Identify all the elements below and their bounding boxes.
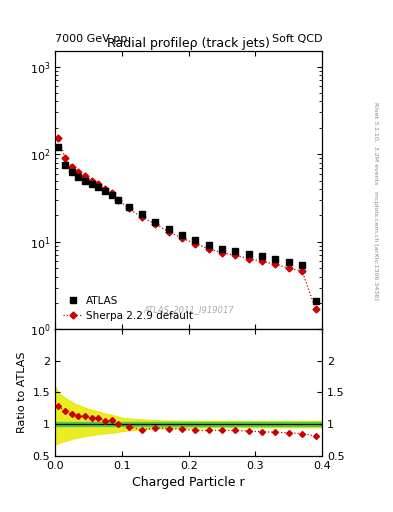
ATLAS xyxy=(69,169,74,176)
ATLAS xyxy=(83,178,88,184)
Sherpa 2.2.9 default xyxy=(273,262,278,268)
Sherpa 2.2.9 default xyxy=(220,249,224,255)
ATLAS xyxy=(260,253,264,260)
ATLAS xyxy=(313,298,318,304)
ATLAS xyxy=(109,192,114,198)
Sherpa 2.2.9 default xyxy=(286,265,291,271)
Sherpa 2.2.9 default xyxy=(96,181,101,187)
ATLAS xyxy=(96,184,101,190)
Sherpa 2.2.9 default xyxy=(233,252,238,259)
Sherpa 2.2.9 default xyxy=(109,190,114,196)
Sherpa 2.2.9 default xyxy=(313,306,318,312)
ATLAS xyxy=(126,204,131,210)
Text: mcplots.cern.ch [arXiv:1306.3436]: mcplots.cern.ch [arXiv:1306.3436] xyxy=(373,191,378,300)
Sherpa 2.2.9 default xyxy=(90,178,94,184)
ATLAS xyxy=(273,256,278,262)
Text: ATLAS_2011_I919017: ATLAS_2011_I919017 xyxy=(143,305,234,314)
Sherpa 2.2.9 default xyxy=(116,197,121,203)
Sherpa 2.2.9 default xyxy=(76,169,81,176)
Sherpa 2.2.9 default xyxy=(206,246,211,252)
ATLAS xyxy=(63,162,68,168)
ATLAS xyxy=(180,232,184,238)
Sherpa 2.2.9 default xyxy=(69,164,74,170)
ATLAS xyxy=(246,251,251,258)
Sherpa 2.2.9 default xyxy=(140,214,144,220)
ATLAS xyxy=(56,144,61,151)
ATLAS xyxy=(103,188,108,194)
Text: Soft QCD: Soft QCD xyxy=(272,33,322,44)
Sherpa 2.2.9 default xyxy=(153,221,158,227)
Sherpa 2.2.9 default xyxy=(246,255,251,262)
Legend: ATLAS, Sherpa 2.2.9 default: ATLAS, Sherpa 2.2.9 default xyxy=(60,293,196,324)
Sherpa 2.2.9 default xyxy=(56,135,61,141)
ATLAS xyxy=(233,248,238,254)
ATLAS xyxy=(116,197,121,203)
Title: Radial profileρ (track jets): Radial profileρ (track jets) xyxy=(107,37,270,50)
ATLAS xyxy=(193,237,198,243)
ATLAS xyxy=(140,210,144,217)
Line: ATLAS: ATLAS xyxy=(55,144,319,305)
Sherpa 2.2.9 default xyxy=(166,229,171,235)
ATLAS xyxy=(300,262,305,268)
Sherpa 2.2.9 default xyxy=(126,205,131,211)
Sherpa 2.2.9 default xyxy=(83,173,88,179)
ATLAS xyxy=(90,181,94,187)
Line: Sherpa 2.2.9 default: Sherpa 2.2.9 default xyxy=(56,135,318,311)
ATLAS xyxy=(166,226,171,232)
Sherpa 2.2.9 default xyxy=(300,268,305,274)
Sherpa 2.2.9 default xyxy=(103,186,108,192)
ATLAS xyxy=(76,174,81,180)
ATLAS xyxy=(286,260,291,266)
ATLAS xyxy=(153,219,158,225)
Text: Rivet 3.1.10,  3.2M events: Rivet 3.1.10, 3.2M events xyxy=(373,102,378,184)
Sherpa 2.2.9 default xyxy=(63,155,68,161)
Sherpa 2.2.9 default xyxy=(193,241,198,247)
ATLAS xyxy=(220,246,224,252)
ATLAS xyxy=(206,242,211,248)
Text: 7000 GeV pp: 7000 GeV pp xyxy=(55,33,127,44)
Y-axis label: Ratio to ATLAS: Ratio to ATLAS xyxy=(17,352,27,433)
X-axis label: Charged Particle r: Charged Particle r xyxy=(132,476,245,489)
Sherpa 2.2.9 default xyxy=(180,235,184,241)
Sherpa 2.2.9 default xyxy=(260,258,264,264)
